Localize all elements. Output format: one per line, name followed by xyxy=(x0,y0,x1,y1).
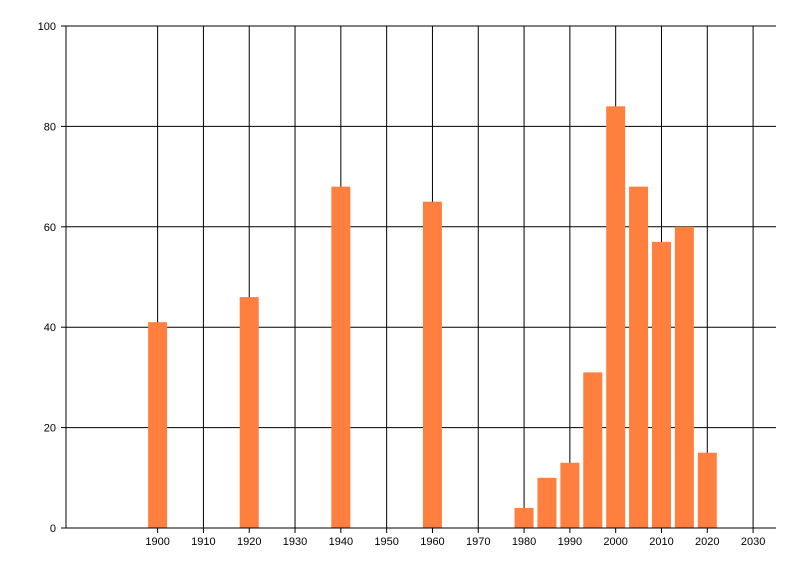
bar-1980 xyxy=(514,507,534,528)
bars xyxy=(148,106,717,529)
bar-2005 xyxy=(629,186,649,528)
x-tick-label: 2020 xyxy=(695,536,719,548)
y-tick-label: 60 xyxy=(44,222,56,234)
axes xyxy=(61,25,776,533)
x-tick-label: 2030 xyxy=(741,536,765,548)
y-tick-label: 40 xyxy=(44,322,56,334)
bar-2015 xyxy=(674,226,694,529)
x-tick-label: 1990 xyxy=(558,536,582,548)
bar-2010 xyxy=(651,241,671,529)
x-tick-label: 2010 xyxy=(649,536,673,548)
x-tick-label: 2000 xyxy=(603,536,627,548)
x-tick-label: 1950 xyxy=(374,536,398,548)
bar-1995 xyxy=(583,372,603,528)
x-tick-labels: 1900 1910 1920 1930 1940 1950 1960 1970 1980 1990… xyxy=(145,536,765,548)
y-tick-label: 20 xyxy=(44,423,56,435)
bar-1960 xyxy=(422,201,442,528)
x-tick-label: 1930 xyxy=(283,536,307,548)
x-tick-label: 1970 xyxy=(466,536,490,548)
x-tick-label: 1910 xyxy=(191,536,215,548)
y-tick-labels: 0 20 40 60 80 100 xyxy=(38,21,56,535)
bar-1920 xyxy=(239,297,259,528)
x-tick-label: 1940 xyxy=(329,536,353,548)
x-tick-label: 1900 xyxy=(145,536,169,548)
bar-1940 xyxy=(331,186,351,528)
y-tick-label: 100 xyxy=(38,21,56,33)
y-tick-label: 80 xyxy=(44,121,56,133)
y-tick-label: 0 xyxy=(50,523,56,535)
bar-1990 xyxy=(560,462,580,528)
bar-1900 xyxy=(148,322,168,528)
x-tick-label: 1960 xyxy=(420,536,444,548)
bar-1985 xyxy=(537,477,557,528)
x-tick-label: 1980 xyxy=(512,536,536,548)
x-tick-label: 1920 xyxy=(237,536,261,548)
bar-2000 xyxy=(606,106,626,528)
bar-2020 xyxy=(697,452,717,528)
